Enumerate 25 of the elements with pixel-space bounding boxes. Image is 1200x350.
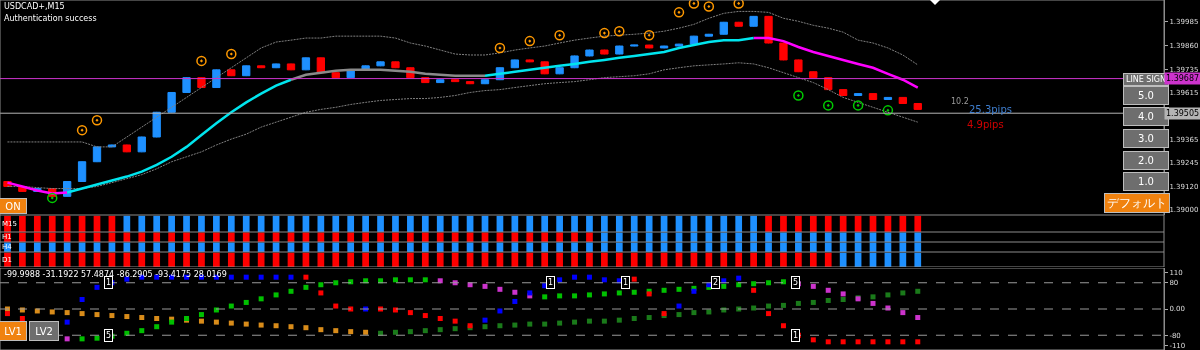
annotation: 25.3pips	[969, 104, 1012, 115]
annotation: ON	[5, 200, 21, 212]
annotation: 1	[548, 278, 554, 287]
annotation: 5.0	[1138, 90, 1154, 101]
chart-title: -99.9988 -31.1922 57.4874 -86.2905 -93.4175 28.0169	[4, 270, 227, 279]
annotation: 4.9pips	[967, 119, 1004, 130]
annotation: 1	[106, 278, 112, 287]
annotation: LV2	[35, 325, 53, 337]
annotation: 2	[713, 278, 719, 287]
annotation: 4.0	[1138, 111, 1154, 122]
annotation: 3.0	[1138, 133, 1154, 144]
annotation: 2.0	[1138, 155, 1154, 166]
annotation: 1.0	[1138, 176, 1154, 187]
annotation: 5	[793, 278, 799, 287]
annotation: 10.2	[951, 97, 969, 106]
annotation: 5	[106, 331, 112, 340]
annotation: デフォルト	[1107, 196, 1167, 210]
annotation: 1	[623, 278, 629, 287]
annotation: 1	[793, 331, 799, 340]
annotation: LINE SIGN	[1125, 75, 1167, 84]
ref-line-label: 1.39687	[1166, 74, 1200, 83]
ref-line-label: 1.39505	[1166, 109, 1200, 118]
annotation: LV1	[4, 325, 22, 337]
text: Authentication success	[4, 14, 97, 23]
chart-title: USDCAD+,M15	[4, 2, 65, 11]
